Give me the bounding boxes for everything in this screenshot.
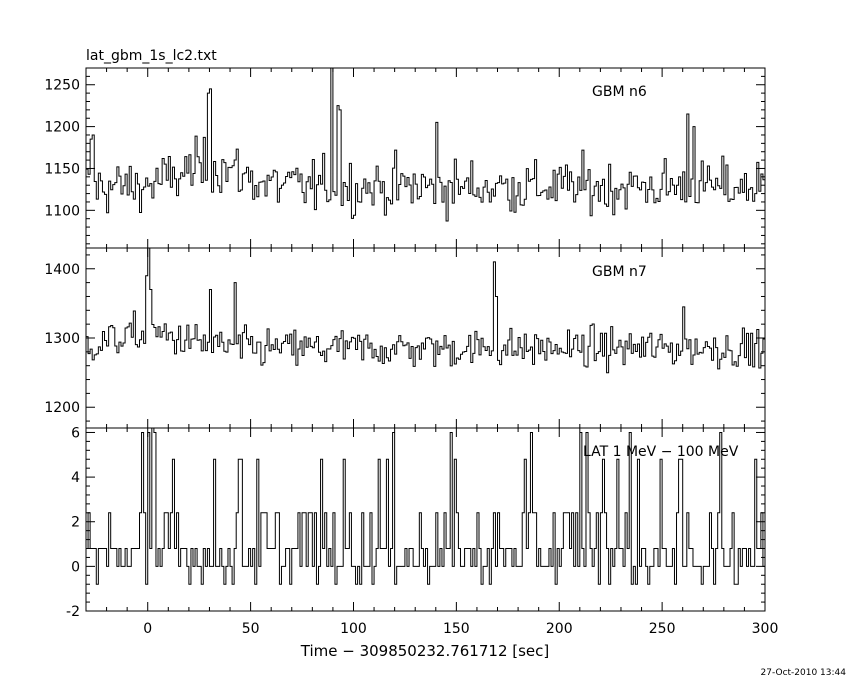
panel-3-series-line [86,428,765,585]
file-title: lat_gbm_1s_lc2.txt [86,48,217,64]
x-tick-label: 300 [752,621,779,637]
panel-1-y-tick-label: 1150 [44,161,80,177]
panel-3-y-tick-label: 4 [71,470,80,486]
timestamp: 27-Oct-2010 13:44 [761,668,847,678]
panels: 1100 1150 1200 1250 GBM n6 1200 1300 1400 GBM n7… [44,67,766,620]
panel-2-y-tick-label: 1400 [44,262,80,278]
panel-3-y-tick-label: -2 [66,604,80,620]
panel-2-y-tick-label: 1300 [44,331,80,347]
panel-1-label: GBM n6 [592,84,647,100]
panel-1-frame [85,67,766,249]
x-tick-label: 250 [649,621,676,637]
x-tick-label: 0 [143,621,152,637]
panel-1-series-line [86,68,765,222]
panel-2: 1200 1300 1400 GBM n7 [44,247,766,429]
panel-2-series-line [86,248,765,374]
x-tick-label: 50 [242,621,260,637]
panel-1-y-tick-label: 1250 [44,78,80,94]
panel-3-y-tick-label: 6 [71,425,80,441]
x-tick-label: 200 [546,621,573,637]
x-tick-label: 150 [443,621,470,637]
panel-2-label: GBM n7 [592,264,647,280]
panel-3: -2 0 2 4 6 LAT 1 MeV − 100 MeV [66,425,766,620]
panel-1-y-tick-label: 1100 [44,203,80,219]
x-tick-labels: 0 50 100 150 200 250 300 [143,621,778,637]
panel-2-y-tick-label: 1200 [44,400,80,416]
x-axis-title: Time − 309850232.761712 [sec] [300,642,550,660]
panel-3-y-tick-label: 0 [71,559,80,575]
panel-3-frame [85,427,766,612]
panel-3-label: LAT 1 MeV − 100 MeV [583,444,739,460]
x-tick-label: 100 [340,621,367,637]
panel-3-y-tick-label: 2 [71,515,80,531]
panel-1: 1100 1150 1200 1250 GBM n6 [44,67,766,249]
panel-1-y-tick-label: 1200 [44,120,80,136]
